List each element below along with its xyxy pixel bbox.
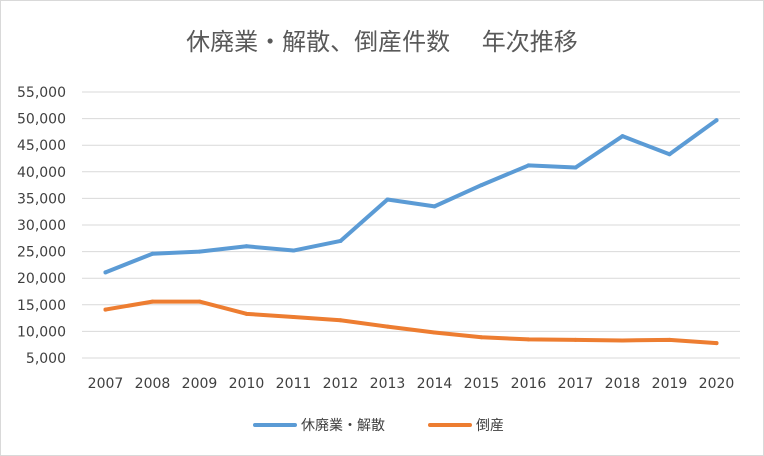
y-tick-label: 30,000 — [17, 218, 66, 234]
gridlines — [82, 91, 740, 359]
x-tick-label: 2010 — [229, 376, 265, 392]
x-tick-label: 2013 — [370, 376, 406, 392]
data-point — [667, 337, 672, 342]
data-point — [432, 204, 437, 209]
chart-title: 休廃業・解散、倒産件数 年次推移 — [186, 28, 578, 56]
y-tick-label: 50,000 — [17, 112, 66, 128]
data-point — [526, 337, 531, 342]
data-point — [197, 299, 202, 304]
series-line-2 — [103, 299, 719, 346]
data-point — [385, 324, 390, 329]
legend-label: 休廃業・解散 — [301, 417, 385, 434]
data-point — [291, 248, 296, 253]
x-tick-label: 2007 — [88, 376, 124, 392]
y-tick-label: 55,000 — [17, 85, 66, 101]
x-tick-label: 2009 — [182, 376, 218, 392]
y-tick-label: 20,000 — [17, 271, 66, 287]
data-point — [526, 163, 531, 168]
data-point — [620, 134, 625, 139]
x-tick-label: 2011 — [276, 376, 312, 392]
data-point — [197, 249, 202, 254]
data-point — [103, 270, 108, 275]
x-tick-label: 2017 — [558, 376, 594, 392]
y-tick-label: 15,000 — [17, 298, 66, 314]
data-point — [150, 299, 155, 304]
legend-label: 倒産 — [476, 418, 504, 434]
x-tick-label: 2020 — [699, 376, 735, 392]
x-axis: 2007 2008 2009 2010 2011 2012 2013 2014 2015 2016… — [88, 376, 735, 392]
x-tick-label: 2019 — [652, 376, 688, 392]
data-point — [150, 251, 155, 256]
data-point — [479, 183, 484, 188]
y-tick-label: 25,000 — [17, 245, 66, 261]
data-point — [573, 165, 578, 170]
data-point — [667, 152, 672, 157]
x-tick-label: 2016 — [511, 376, 547, 392]
y-tick-label: 35,000 — [17, 191, 66, 207]
x-tick-label: 2018 — [605, 376, 641, 392]
data-point — [338, 318, 343, 323]
series-lines — [103, 118, 719, 346]
y-tick-label: 45,000 — [17, 138, 66, 154]
y-tick-label: 5,000 — [26, 351, 66, 367]
data-point — [620, 338, 625, 343]
data-point — [714, 118, 719, 123]
x-tick-label: 2008 — [135, 376, 171, 392]
data-point — [479, 335, 484, 340]
legend: 休廃業・解散 倒産 — [253, 417, 504, 434]
y-tick-label: 40,000 — [17, 165, 66, 181]
data-point — [291, 315, 296, 320]
series-line-1 — [103, 118, 719, 275]
y-tick-label: 10,000 — [17, 324, 66, 340]
x-tick-label: 2015 — [464, 376, 500, 392]
data-point — [338, 238, 343, 243]
y-axis: 5,000 10,000 15,000 20,000 25,000 30,000 35,00… — [17, 85, 66, 367]
x-tick-label: 2014 — [417, 376, 453, 392]
data-point — [103, 307, 108, 312]
data-point — [244, 244, 249, 249]
x-tick-label: 2012 — [323, 376, 359, 392]
data-point — [714, 341, 719, 346]
data-point — [385, 197, 390, 202]
data-point — [573, 337, 578, 342]
data-point — [432, 330, 437, 335]
data-point — [244, 311, 249, 316]
